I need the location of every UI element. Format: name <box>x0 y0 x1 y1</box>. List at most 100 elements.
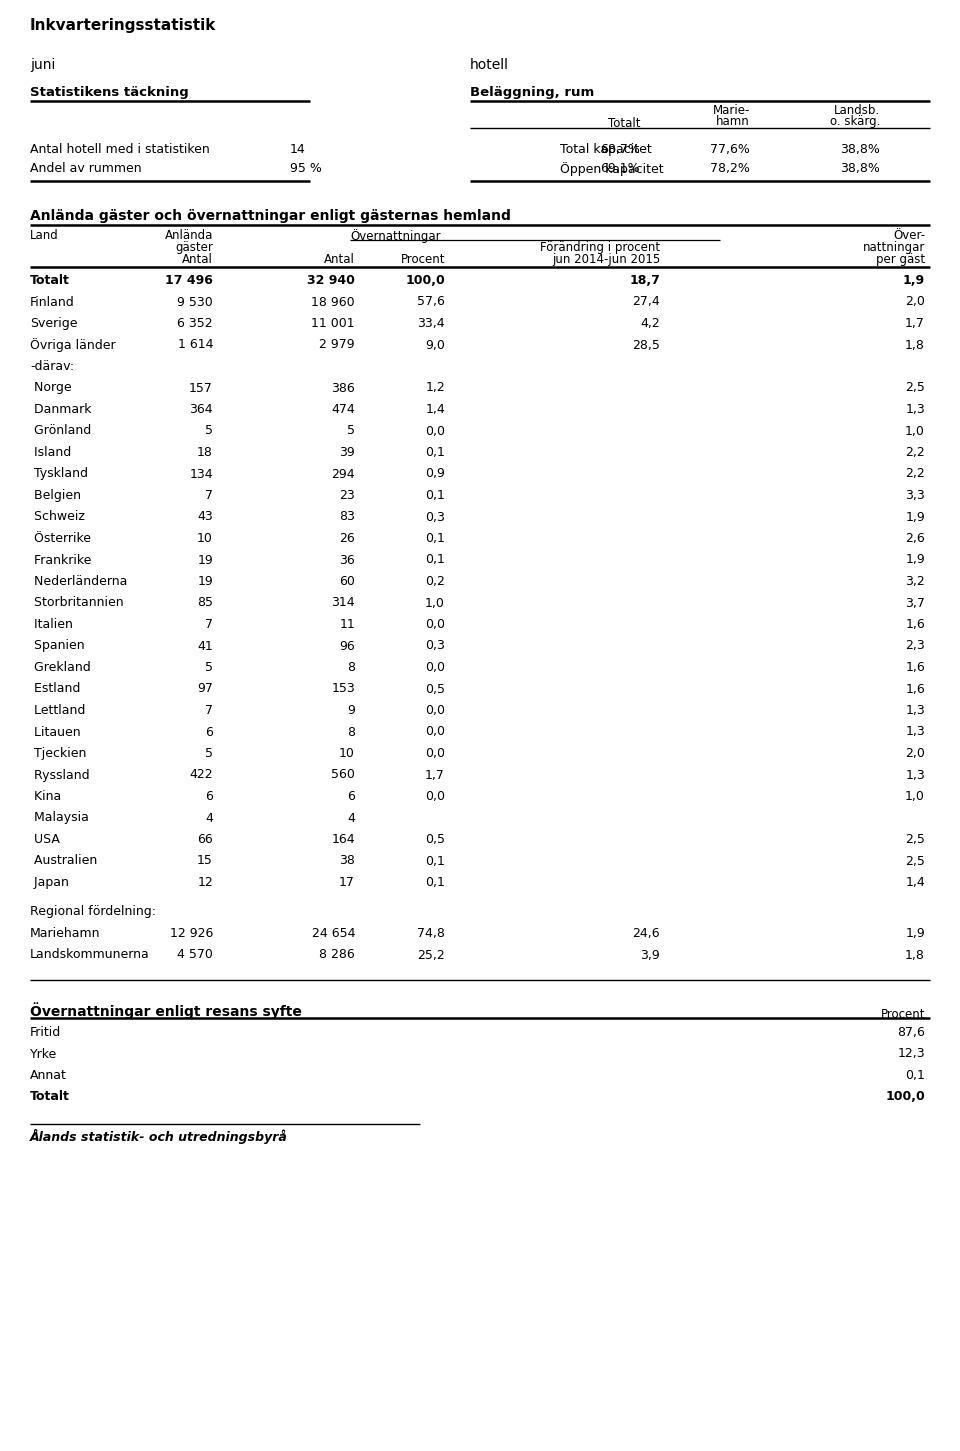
Text: 2,2: 2,2 <box>905 467 925 480</box>
Text: Malaysia: Malaysia <box>30 811 89 824</box>
Text: Regional fördelning:: Regional fördelning: <box>30 905 156 918</box>
Text: 19: 19 <box>197 575 213 588</box>
Text: Japan: Japan <box>30 876 69 889</box>
Text: 0,5: 0,5 <box>425 833 445 846</box>
Text: 85: 85 <box>197 596 213 609</box>
Text: 8 286: 8 286 <box>320 949 355 962</box>
Text: 97: 97 <box>197 682 213 695</box>
Text: 57,6: 57,6 <box>418 296 445 309</box>
Text: 4,2: 4,2 <box>640 316 660 329</box>
Text: 41: 41 <box>197 640 213 653</box>
Text: 0,0: 0,0 <box>425 618 445 631</box>
Text: 96: 96 <box>339 640 355 653</box>
Text: 68,7%: 68,7% <box>600 144 640 157</box>
Text: 0,9: 0,9 <box>425 467 445 480</box>
Text: Antal: Antal <box>182 252 213 266</box>
Text: Procent: Procent <box>880 1008 925 1022</box>
Text: Tjeckien: Tjeckien <box>30 747 86 760</box>
Text: Litauen: Litauen <box>30 726 81 739</box>
Text: Övernattningar: Övernattningar <box>350 229 441 242</box>
Text: 12: 12 <box>197 876 213 889</box>
Text: Nederländerna: Nederländerna <box>30 575 128 588</box>
Text: Tyskland: Tyskland <box>30 467 88 480</box>
Text: 18 960: 18 960 <box>311 296 355 309</box>
Text: Övernattningar enligt resans syfte: Övernattningar enligt resans syfte <box>30 1003 301 1019</box>
Text: 2,0: 2,0 <box>905 296 925 309</box>
Text: 38: 38 <box>339 855 355 868</box>
Text: 28,5: 28,5 <box>632 338 660 351</box>
Text: 24 654: 24 654 <box>311 927 355 940</box>
Text: Lettland: Lettland <box>30 704 85 717</box>
Text: Mariehamn: Mariehamn <box>30 927 101 940</box>
Text: nattningar: nattningar <box>863 241 925 254</box>
Text: 1,0: 1,0 <box>905 789 925 802</box>
Text: 1,9: 1,9 <box>902 274 925 287</box>
Text: 3,2: 3,2 <box>905 575 925 588</box>
Text: 0,3: 0,3 <box>425 640 445 653</box>
Text: 1,7: 1,7 <box>905 316 925 329</box>
Text: 4 570: 4 570 <box>178 949 213 962</box>
Text: Australien: Australien <box>30 855 97 868</box>
Text: 1,8: 1,8 <box>905 338 925 351</box>
Text: 43: 43 <box>197 511 213 524</box>
Text: 560: 560 <box>331 769 355 782</box>
Text: 0,0: 0,0 <box>425 747 445 760</box>
Text: Anlända: Anlända <box>164 229 213 242</box>
Text: Inkvarteringsstatistik: Inkvarteringsstatistik <box>30 17 216 33</box>
Text: 24,6: 24,6 <box>633 927 660 940</box>
Text: hamn: hamn <box>716 115 750 128</box>
Text: 0,1: 0,1 <box>425 445 445 459</box>
Text: 1,3: 1,3 <box>905 704 925 717</box>
Text: Totalt: Totalt <box>30 1091 70 1104</box>
Text: 38,8%: 38,8% <box>840 163 880 176</box>
Text: 1,6: 1,6 <box>905 618 925 631</box>
Text: 15: 15 <box>197 855 213 868</box>
Text: Belgien: Belgien <box>30 489 81 502</box>
Text: 8: 8 <box>347 726 355 739</box>
Text: 10: 10 <box>197 533 213 546</box>
Text: 69,1%: 69,1% <box>600 163 640 176</box>
Text: 1,6: 1,6 <box>905 682 925 695</box>
Text: 2,5: 2,5 <box>905 833 925 846</box>
Text: Island: Island <box>30 445 71 459</box>
Text: Statistikens täckning: Statistikens täckning <box>30 86 189 99</box>
Text: 1,9: 1,9 <box>905 511 925 524</box>
Text: 33,4: 33,4 <box>418 316 445 329</box>
Text: 3,9: 3,9 <box>640 949 660 962</box>
Text: Övriga länder: Övriga länder <box>30 338 115 353</box>
Text: Sverige: Sverige <box>30 316 78 329</box>
Text: 10: 10 <box>339 747 355 760</box>
Text: Finland: Finland <box>30 296 75 309</box>
Text: Schweiz: Schweiz <box>30 511 84 524</box>
Text: 1,4: 1,4 <box>425 403 445 416</box>
Text: hotell: hotell <box>470 58 509 73</box>
Text: 134: 134 <box>189 467 213 480</box>
Text: Spanien: Spanien <box>30 640 84 653</box>
Text: 6 352: 6 352 <box>178 316 213 329</box>
Text: Beläggning, rum: Beläggning, rum <box>470 86 594 99</box>
Text: 19: 19 <box>197 553 213 566</box>
Text: 4: 4 <box>348 811 355 824</box>
Text: 66: 66 <box>197 833 213 846</box>
Text: Norge: Norge <box>30 382 72 395</box>
Text: 100,0: 100,0 <box>405 274 445 287</box>
Text: 2,0: 2,0 <box>905 747 925 760</box>
Text: 1,8: 1,8 <box>905 949 925 962</box>
Text: Italien: Italien <box>30 618 73 631</box>
Text: 14: 14 <box>290 144 305 157</box>
Text: Ålands statistik- och utredningsbyrå: Ålands statistik- och utredningsbyrå <box>30 1129 288 1143</box>
Text: 0,1: 0,1 <box>905 1069 925 1082</box>
Text: 7: 7 <box>205 618 213 631</box>
Text: 386: 386 <box>331 382 355 395</box>
Text: USA: USA <box>30 833 60 846</box>
Text: 474: 474 <box>331 403 355 416</box>
Text: 2 979: 2 979 <box>320 338 355 351</box>
Text: 12 926: 12 926 <box>170 927 213 940</box>
Text: 0,0: 0,0 <box>425 726 445 739</box>
Text: 153: 153 <box>331 682 355 695</box>
Text: 294: 294 <box>331 467 355 480</box>
Text: o. skärg.: o. skärg. <box>829 115 880 128</box>
Text: 60: 60 <box>339 575 355 588</box>
Text: 78,2%: 78,2% <box>710 163 750 176</box>
Text: 26: 26 <box>339 533 355 546</box>
